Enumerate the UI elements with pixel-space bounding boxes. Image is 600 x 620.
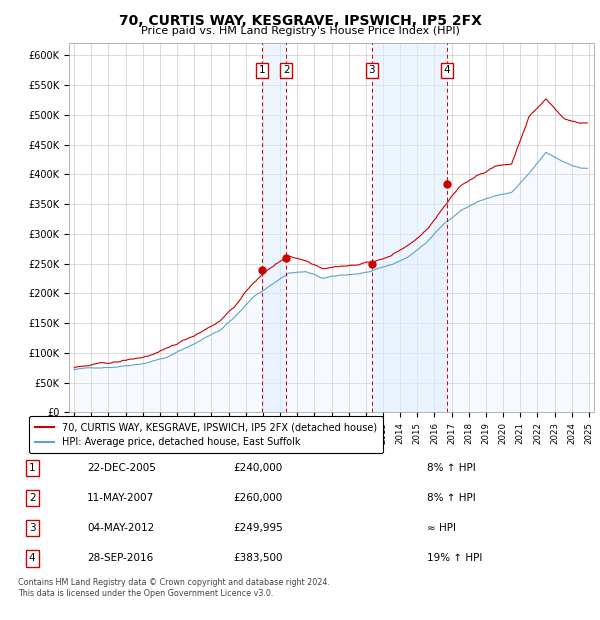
Text: 8% ↑ HPI: 8% ↑ HPI [427, 463, 475, 472]
Text: 2: 2 [29, 493, 35, 503]
Text: 19% ↑ HPI: 19% ↑ HPI [427, 554, 482, 564]
Text: £383,500: £383,500 [233, 554, 283, 564]
Text: 22-DEC-2005: 22-DEC-2005 [87, 463, 156, 472]
Text: 4: 4 [444, 65, 451, 75]
Text: This data is licensed under the Open Government Licence v3.0.: This data is licensed under the Open Gov… [18, 589, 274, 598]
Text: ≈ HPI: ≈ HPI [427, 523, 456, 533]
Text: Contains HM Land Registry data © Crown copyright and database right 2024.: Contains HM Land Registry data © Crown c… [18, 578, 330, 587]
Text: 8% ↑ HPI: 8% ↑ HPI [427, 493, 475, 503]
Text: 70, CURTIS WAY, KESGRAVE, IPSWICH, IP5 2FX: 70, CURTIS WAY, KESGRAVE, IPSWICH, IP5 2… [119, 14, 481, 28]
Text: £240,000: £240,000 [233, 463, 283, 472]
Text: £249,995: £249,995 [233, 523, 283, 533]
Legend: 70, CURTIS WAY, KESGRAVE, IPSWICH, IP5 2FX (detached house), HPI: Average price,: 70, CURTIS WAY, KESGRAVE, IPSWICH, IP5 2… [29, 417, 383, 453]
Text: 04-MAY-2012: 04-MAY-2012 [87, 523, 154, 533]
Text: 1: 1 [29, 463, 35, 472]
Text: 1: 1 [259, 65, 266, 75]
Text: 11-MAY-2007: 11-MAY-2007 [87, 493, 154, 503]
Text: 3: 3 [368, 65, 375, 75]
Bar [371, 43, 447, 412]
Text: 28-SEP-2016: 28-SEP-2016 [87, 554, 153, 564]
Text: 2: 2 [283, 65, 290, 75]
Text: Price paid vs. HM Land Registry's House Price Index (HPI): Price paid vs. HM Land Registry's House … [140, 26, 460, 36]
Bar [262, 43, 286, 412]
Text: 4: 4 [29, 554, 35, 564]
Text: 3: 3 [29, 523, 35, 533]
Text: £260,000: £260,000 [233, 493, 283, 503]
